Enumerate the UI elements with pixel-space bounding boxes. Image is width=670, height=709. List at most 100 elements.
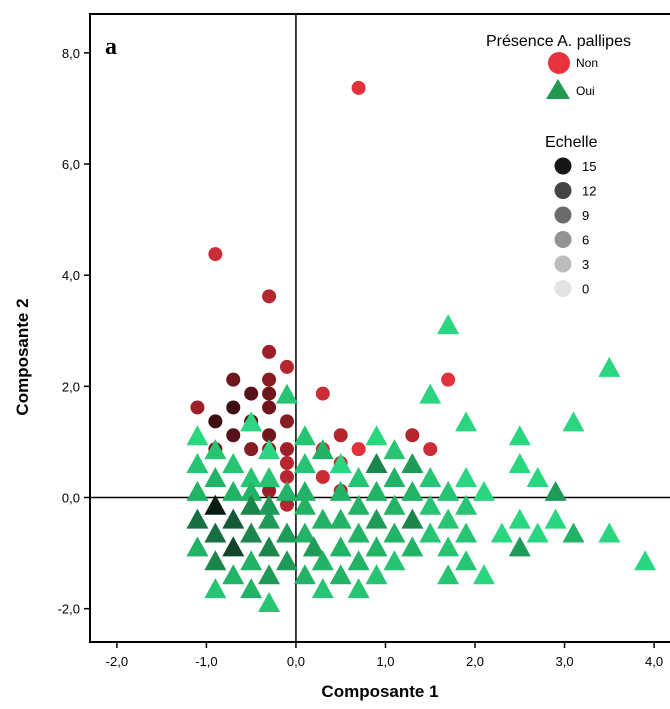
data-point-non: [351, 442, 366, 457]
legend-non-label: Non: [576, 56, 598, 70]
plot-frame: [89, 13, 670, 643]
data-point-non: [279, 497, 294, 512]
data-point-oui: [311, 550, 334, 571]
data-point-oui: [383, 494, 406, 515]
data-point-oui: [293, 522, 316, 543]
data-point-oui: [329, 508, 352, 529]
data-point-oui: [437, 564, 460, 585]
data-point-oui: [437, 480, 460, 501]
data-point-oui: [186, 508, 209, 529]
legend-scale-marker: [554, 206, 572, 224]
data-point-oui: [455, 522, 478, 543]
data-point-oui: [293, 453, 316, 474]
data-point-non: [262, 372, 277, 387]
y-axis: -2,0 0,0 2,0 4,0 6,0 8,0: [58, 46, 90, 617]
data-point-oui: [222, 564, 245, 585]
x-tick-label: -1,0: [195, 654, 217, 669]
data-point-oui: [508, 453, 531, 474]
data-point-oui: [293, 494, 316, 515]
data-point-non: [226, 400, 241, 415]
data-point-oui: [293, 564, 316, 585]
x-tick-label: -2,0: [106, 654, 128, 669]
data-point-oui: [455, 494, 478, 515]
legend: Présence A. pallipes Non Oui Echelle 151…: [486, 33, 631, 297]
data-point-oui: [222, 480, 245, 501]
data-point-oui: [240, 550, 263, 571]
data-point-oui: [365, 564, 388, 585]
data-point-oui: [311, 439, 334, 460]
data-point-non: [262, 400, 277, 415]
data-point-oui: [258, 508, 281, 529]
data-point-non: [405, 428, 420, 443]
x-tick-label: 0,0: [287, 654, 305, 669]
data-point-oui: [240, 411, 263, 432]
data-point-oui: [419, 466, 442, 487]
data-point-non: [441, 372, 456, 387]
data-point-oui: [204, 439, 227, 460]
data-point-non: [244, 386, 259, 401]
data-point-oui: [186, 425, 209, 446]
data-point-non: [279, 469, 294, 484]
data-point-oui: [455, 550, 478, 571]
y-tick-label: 4,0: [62, 268, 80, 283]
data-point-oui: [455, 411, 478, 432]
y-tick-label: -2,0: [58, 602, 80, 617]
legend-scale-label: 15: [582, 159, 596, 174]
data-point-oui: [472, 480, 495, 501]
data-point-non: [208, 414, 223, 429]
legend-non-marker: [548, 52, 570, 74]
data-point-oui: [258, 494, 281, 515]
data-point-oui: [598, 356, 621, 377]
data-point-oui: [562, 522, 585, 543]
data-point-oui: [437, 508, 460, 529]
data-point-oui: [365, 508, 388, 529]
data-point-oui: [204, 522, 227, 543]
y-tick-label: 6,0: [62, 157, 80, 172]
data-point-oui: [508, 425, 531, 446]
legend-scale-label: 12: [582, 184, 596, 199]
data-point-oui: [302, 536, 325, 557]
data-point-oui: [186, 536, 209, 557]
data-point-oui: [240, 480, 263, 501]
data-point-oui: [598, 522, 621, 543]
panel-label: a: [105, 34, 117, 60]
data-point-oui: [329, 536, 352, 557]
data-point-oui: [419, 494, 442, 515]
data-point-oui: [544, 480, 567, 501]
data-point-oui: [419, 522, 442, 543]
legend-scale-label: 3: [582, 257, 589, 272]
data-point-oui: [419, 383, 442, 404]
data-point-oui: [258, 591, 281, 612]
data-point-oui: [329, 453, 352, 474]
data-point-oui: [311, 508, 334, 529]
legend-scale-marker: [554, 255, 572, 273]
data-point-oui: [437, 314, 460, 335]
data-point-oui: [401, 480, 424, 501]
data-point-oui: [383, 550, 406, 571]
x-tick-label: 4,0: [645, 654, 663, 669]
data-point-oui: [240, 522, 263, 543]
data-point-oui: [347, 466, 370, 487]
data-point-oui: [401, 536, 424, 557]
x-tick-label: 3,0: [556, 654, 574, 669]
data-point-non: [279, 442, 294, 457]
legend-oui-marker: [546, 79, 570, 99]
data-point-oui: [365, 425, 388, 446]
y-axis-label: Composante 2: [13, 298, 32, 415]
data-point-oui: [240, 494, 263, 515]
data-point-oui: [204, 466, 227, 487]
data-point-oui: [311, 578, 334, 599]
data-point-oui: [401, 508, 424, 529]
data-point-non: [244, 442, 259, 457]
data-point-oui: [401, 453, 424, 474]
legend-presence-title: Présence A. pallipes: [486, 33, 631, 50]
data-point-oui: [258, 536, 281, 557]
data-point-oui: [383, 522, 406, 543]
legend-oui-label: Oui: [576, 84, 595, 98]
data-point-non: [262, 344, 277, 359]
data-point-oui: [508, 508, 531, 529]
data-point-oui: [365, 453, 388, 474]
data-point-oui: [383, 439, 406, 460]
x-tick-label: 2,0: [466, 654, 484, 669]
